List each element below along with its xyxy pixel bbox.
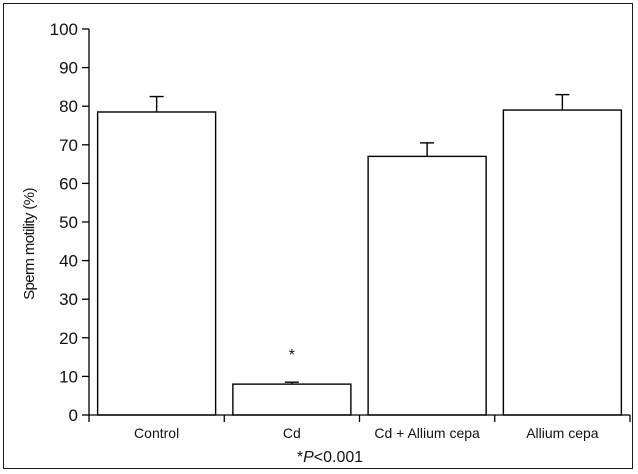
y-tick-label: 10 — [59, 367, 78, 386]
bar — [502, 109, 623, 416]
note-threshold: <0.001 — [314, 449, 363, 466]
y-tick-label: 70 — [59, 136, 78, 155]
y-tick-label: 90 — [59, 59, 78, 78]
x-category-label: Cd + Allium cepa — [374, 425, 480, 441]
significance-note: *P<0.001 — [297, 449, 363, 466]
x-category-label: Cd — [283, 425, 301, 441]
note-prefix: * — [297, 449, 303, 466]
y-tick-label: 50 — [59, 213, 78, 232]
y-ticks: 0 10 20 30 40 50 60 70 80 90 100 — [50, 20, 89, 425]
bar — [367, 155, 487, 416]
bar — [96, 111, 217, 416]
bars-layer: * — [96, 93, 623, 416]
y-axis-label: Sperm motility (%) — [21, 188, 38, 300]
x-category-label: Allium cepa — [526, 425, 599, 441]
y-tick-label: 20 — [59, 329, 78, 348]
y-tick-label: 100 — [50, 20, 78, 39]
x-category-label: Control — [134, 425, 179, 441]
significance-star: * — [289, 347, 295, 364]
y-tick-label: 80 — [59, 97, 78, 116]
y-tick-label: 0 — [69, 406, 78, 425]
y-tick-label: 60 — [59, 174, 78, 193]
bar — [232, 383, 352, 416]
note-p-variable: P — [303, 449, 314, 466]
x-ticks: Control Cd Cd + Allium cepa Allium cepa — [88, 415, 631, 441]
y-tick-label: 30 — [59, 290, 78, 309]
y-tick-label: 40 — [59, 252, 78, 271]
